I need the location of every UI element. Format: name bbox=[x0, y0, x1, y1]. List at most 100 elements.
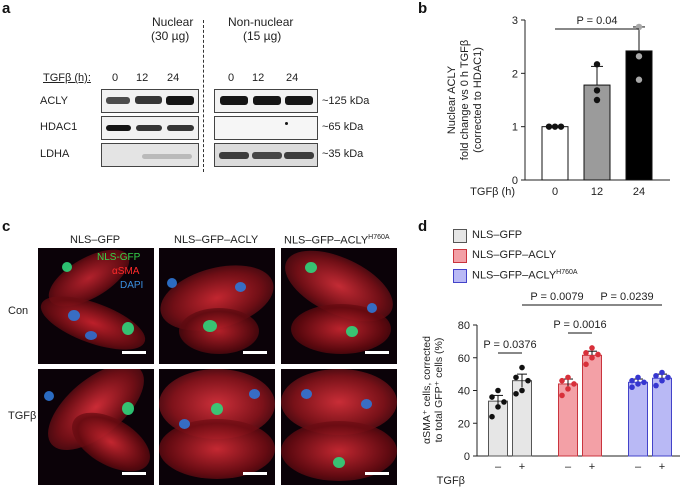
group-label-nonnuclear: Non-nuclear bbox=[228, 15, 294, 29]
data-point bbox=[659, 377, 665, 384]
data-point bbox=[641, 379, 647, 386]
x-axis-label: TGFβ (h) bbox=[470, 186, 515, 198]
data-point bbox=[501, 399, 507, 405]
legend-swatch-red bbox=[453, 249, 467, 263]
microscopy-image-nls-gfp-acly-h760a-con bbox=[281, 248, 397, 364]
y-tick-label: 20 bbox=[458, 418, 470, 430]
data-point bbox=[565, 374, 571, 381]
legend-nls-gfp: NLS-GFP bbox=[97, 252, 141, 263]
data-point bbox=[593, 96, 601, 104]
data-point bbox=[519, 364, 525, 371]
data-point bbox=[557, 123, 565, 130]
data-point bbox=[519, 387, 525, 394]
image-column-label: NLS–GFP bbox=[70, 234, 121, 246]
data-point bbox=[513, 374, 519, 381]
x-tick-label: – bbox=[635, 461, 642, 473]
microscopy-image-nls-gfp-con bbox=[38, 248, 154, 364]
x-tick-label: + bbox=[519, 461, 525, 473]
timepoint-label: 24 bbox=[167, 72, 180, 84]
kda-label: ~125 kDa bbox=[322, 95, 370, 107]
p-value-label: P = 0.04 bbox=[576, 15, 617, 27]
x-tick-label: + bbox=[659, 461, 665, 473]
microscopy-image-nls-gfp-tgfb bbox=[38, 369, 154, 485]
legend-swatch-grey bbox=[453, 229, 467, 243]
y-tick-label: 40 bbox=[458, 386, 470, 398]
microscopy-image-nls-gfp-acly-tgfb bbox=[159, 369, 275, 485]
legend-asma: αSMA bbox=[112, 266, 140, 277]
data-point bbox=[659, 369, 665, 376]
western-blot-hdac1-nuclear bbox=[101, 116, 199, 140]
y-axis-label: αSMA⁺ cells, corrected bbox=[421, 336, 433, 444]
legend-label: NLS–GFP–ACLYH760A bbox=[472, 269, 578, 282]
tgfb-time-label: TGFβ (h): bbox=[43, 72, 91, 84]
data-point bbox=[595, 351, 601, 358]
legend-label: NLS–GFP bbox=[472, 229, 523, 241]
image-row-label: Con bbox=[8, 305, 29, 317]
bar bbox=[652, 377, 672, 457]
timepoint-label: 24 bbox=[286, 72, 299, 84]
x-tick-label: – bbox=[565, 461, 572, 473]
data-point bbox=[545, 123, 553, 130]
panel-letter-a: a bbox=[2, 0, 11, 17]
chart-d: 0 20 40 60 80 αSMA⁺ cells, corrected to total … bbox=[421, 291, 680, 487]
western-blot-ldha-nuclear bbox=[101, 143, 199, 167]
p-value-label: P = 0.0376 bbox=[483, 339, 536, 351]
p-value-label: P = 0.0016 bbox=[553, 319, 606, 331]
legend-swatch-blue bbox=[453, 269, 467, 283]
y-axis-label: (corrected to HDAC1) bbox=[472, 47, 484, 153]
y-tick-label: 0 bbox=[464, 451, 470, 463]
timepoint-label: 0 bbox=[228, 72, 235, 84]
data-point bbox=[495, 404, 501, 410]
data-point bbox=[635, 374, 641, 381]
y-tick-label: 3 bbox=[512, 15, 518, 27]
data-point bbox=[565, 386, 571, 392]
data-point bbox=[589, 345, 595, 351]
timepoint-label: 12 bbox=[252, 72, 265, 84]
kda-label: ~35 kDa bbox=[322, 148, 364, 160]
microscopy-image-nls-gfp-acly-h760a-tgfb bbox=[281, 369, 397, 485]
x-tick-label: 12 bbox=[591, 186, 603, 198]
blot-row-label: LDHA bbox=[40, 148, 70, 160]
data-point bbox=[629, 377, 635, 384]
separator-dashed-line bbox=[203, 20, 204, 172]
data-point bbox=[593, 61, 601, 68]
x-axis-label: TGFβ bbox=[437, 475, 465, 487]
blot-row-label: HDAC1 bbox=[40, 121, 78, 133]
x-tick-label: – bbox=[495, 461, 502, 473]
data-point bbox=[571, 381, 577, 387]
data-point bbox=[559, 392, 565, 399]
x-tick-label: 24 bbox=[633, 186, 645, 198]
data-point bbox=[513, 390, 519, 397]
y-tick-label: 0 bbox=[512, 175, 518, 187]
data-point bbox=[583, 350, 589, 356]
y-tick-label: 80 bbox=[458, 320, 470, 332]
bar bbox=[628, 381, 648, 457]
y-tick-label: 2 bbox=[512, 68, 518, 80]
image-column-label: NLS–GFP–ACLY bbox=[174, 234, 259, 246]
p-value-label: P = 0.0239 bbox=[600, 291, 653, 303]
western-blot-ldha-nonnuclear bbox=[214, 143, 318, 167]
data-point bbox=[635, 53, 643, 60]
data-point bbox=[665, 374, 671, 381]
bar bbox=[582, 354, 602, 457]
data-point bbox=[589, 354, 595, 361]
data-point bbox=[635, 76, 643, 83]
panel-letter-b: b bbox=[418, 0, 428, 17]
panel-letter-c: c bbox=[2, 218, 11, 235]
y-axis-label: Nuclear ACLY bbox=[446, 65, 458, 134]
legend-dapi: DAPI bbox=[120, 280, 144, 291]
y-axis-label: to total GFP⁺ cells (%) bbox=[433, 338, 445, 443]
y-axis-label: fold change vs 0 h TGFβ bbox=[459, 40, 471, 160]
timepoint-label: 0 bbox=[112, 72, 119, 84]
data-point bbox=[525, 377, 531, 384]
kda-label: ~65 kDa bbox=[322, 121, 364, 133]
data-point bbox=[489, 394, 495, 400]
y-tick-label: 1 bbox=[512, 122, 518, 134]
x-tick-label: + bbox=[589, 461, 595, 473]
panel-letter-d: d bbox=[418, 218, 428, 235]
data-point bbox=[653, 372, 659, 379]
y-tick-label: 60 bbox=[458, 353, 470, 365]
data-point bbox=[551, 123, 559, 130]
data-point bbox=[593, 87, 601, 94]
